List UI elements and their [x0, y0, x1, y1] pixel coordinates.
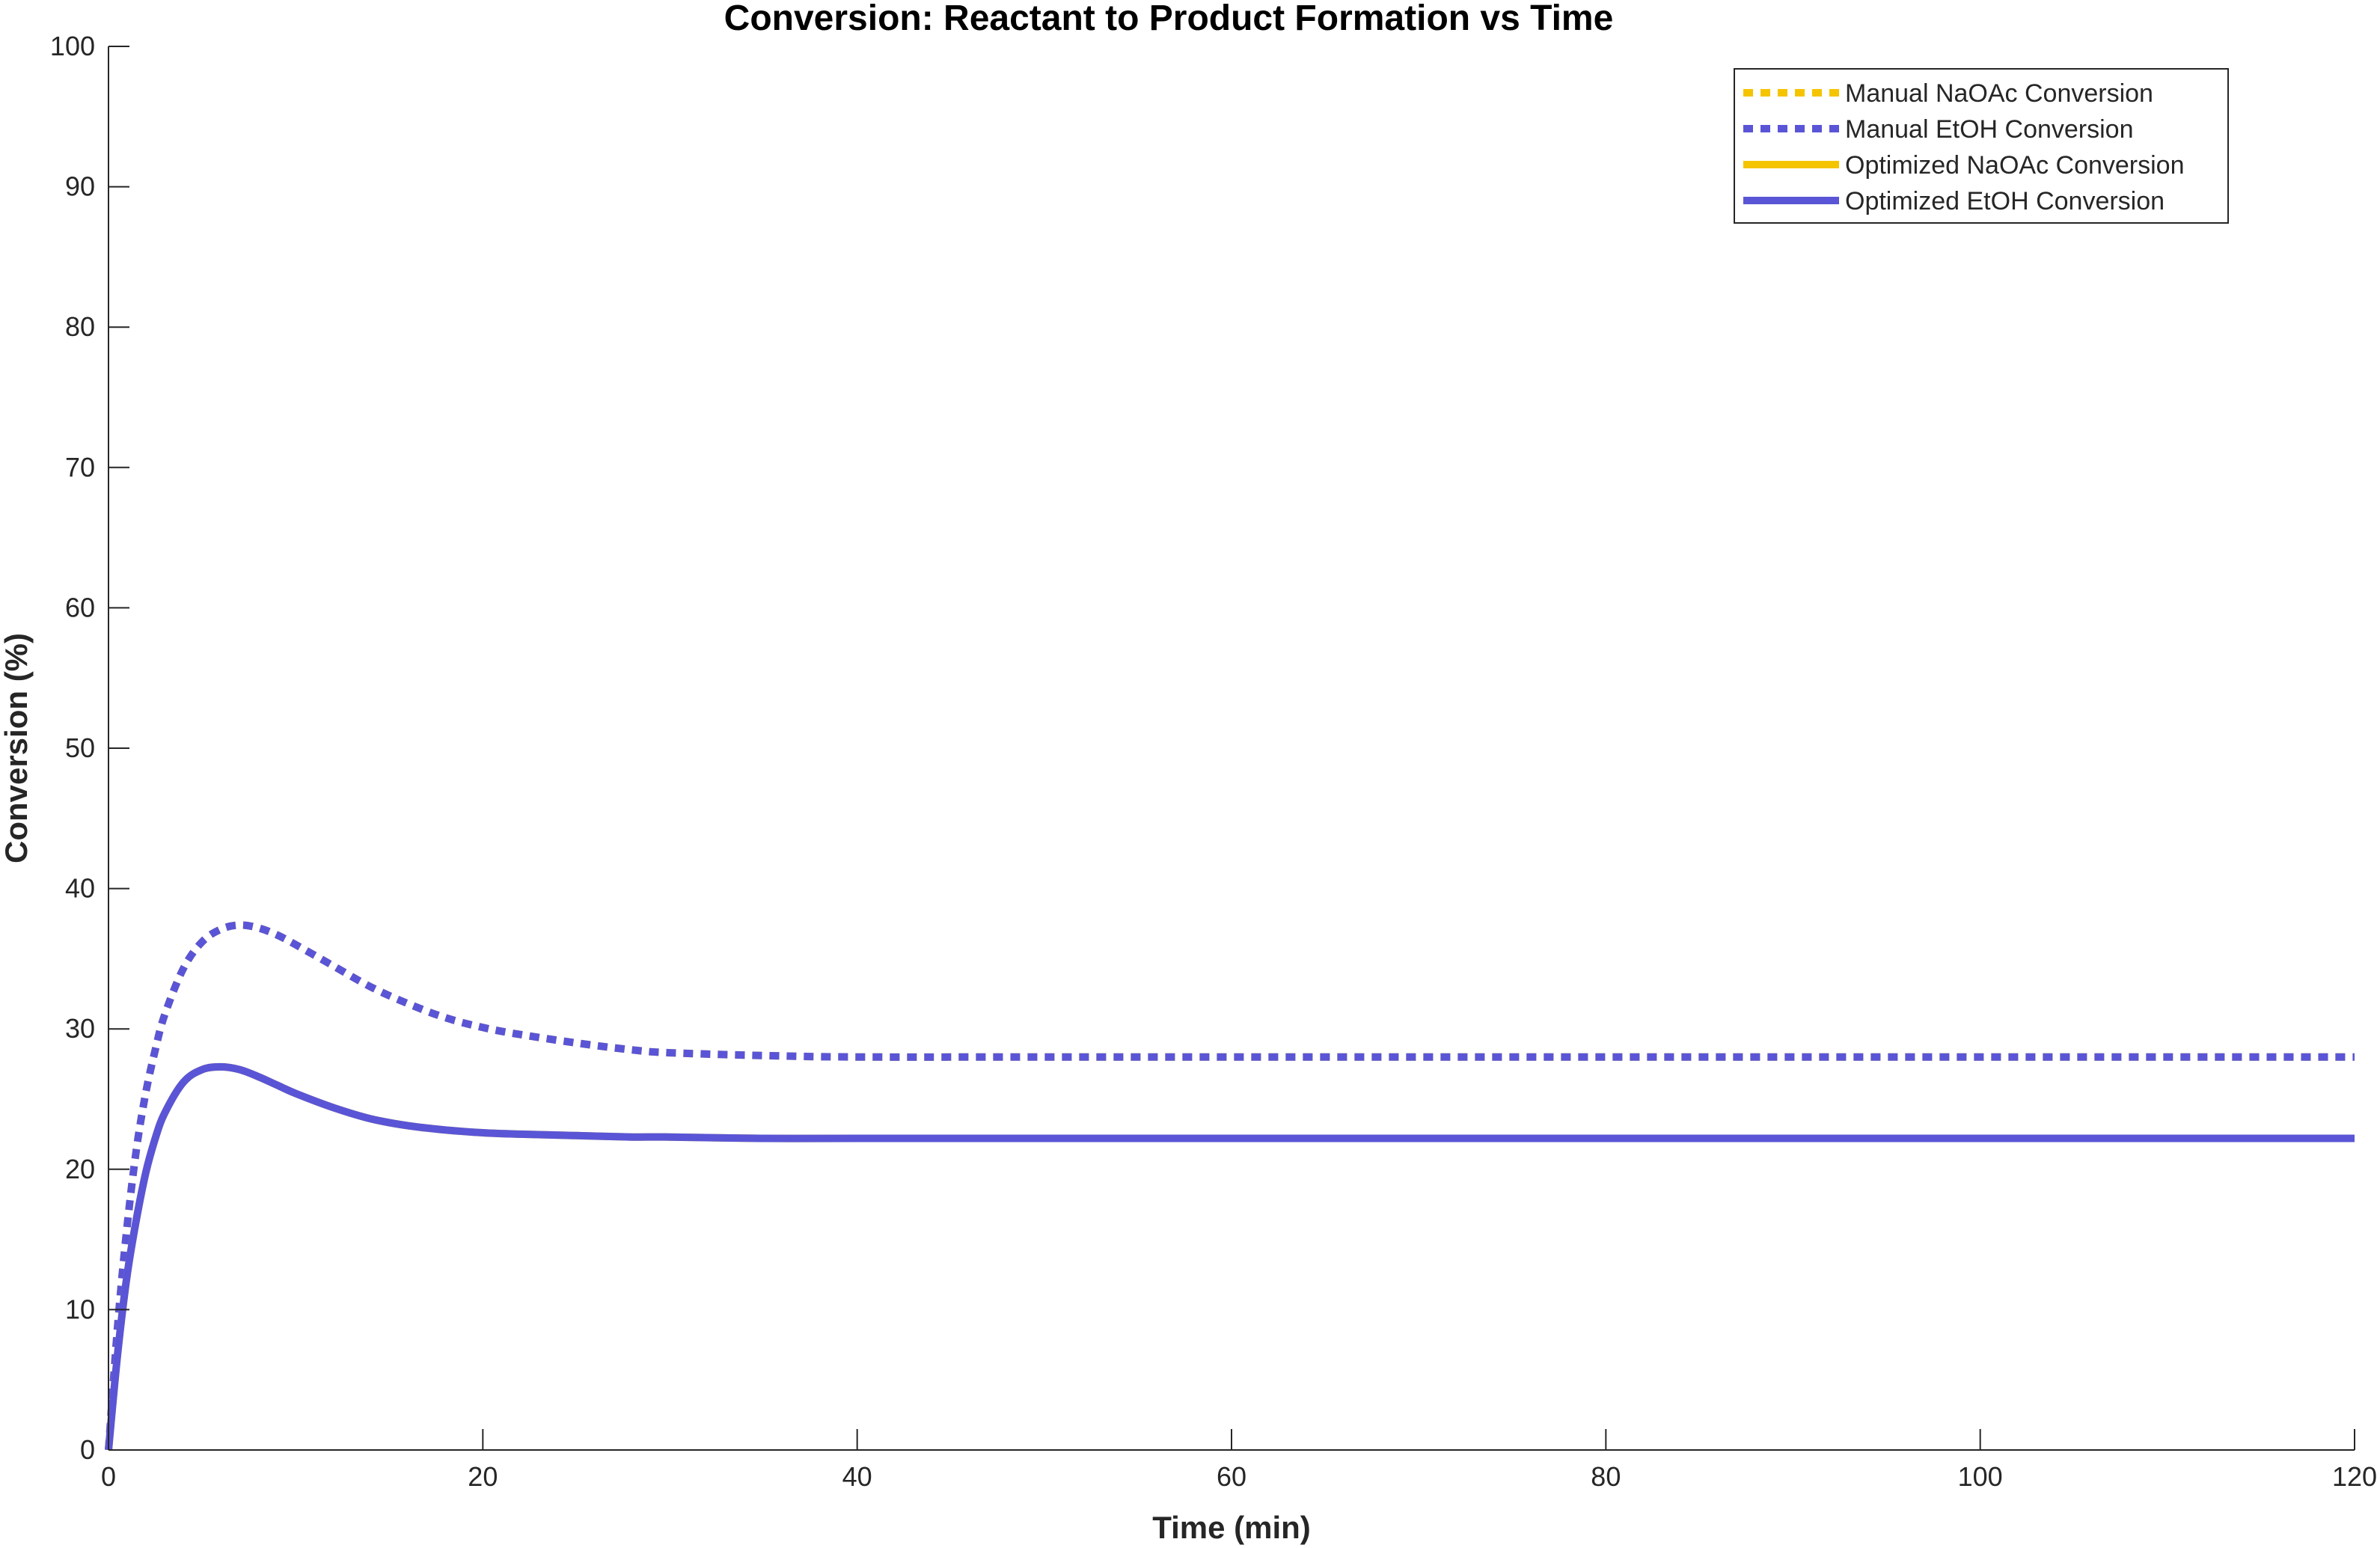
y-axis-label: Conversion (%) [0, 633, 34, 863]
x-tick-label: 80 [1591, 1461, 1621, 1492]
axes [108, 46, 2355, 1451]
y-tick-label: 30 [65, 1013, 95, 1044]
y-tick-label: 80 [65, 311, 95, 342]
series-layer [105, 921, 2355, 1451]
y-tick-label: 40 [65, 873, 95, 904]
x-tick-label: 60 [1217, 1461, 1246, 1492]
x-tick-label: 120 [2332, 1461, 2377, 1492]
series-line-1 [105, 921, 2355, 1451]
y-tick-label: 100 [50, 31, 95, 61]
legend-label-1: Manual EtOH Conversion [1845, 115, 2134, 144]
y-tick-label: 20 [65, 1154, 95, 1184]
y-tick-label: 50 [65, 732, 95, 763]
legend: Manual NaOAc Conversion Manual EtOH Conve… [1734, 68, 2229, 224]
x-axis-label: Time (min) [1152, 1510, 1311, 1545]
y-tick-label: 0 [80, 1434, 95, 1465]
x-tick-label: 40 [842, 1461, 872, 1492]
x-tick-label: 20 [468, 1461, 498, 1492]
series-line-3 [105, 1062, 2355, 1451]
y-ticks: 0 10 20 30 40 50 60 70 80 90 100 [50, 31, 129, 1465]
series-line-0 [105, 921, 2355, 1451]
series-line-2 [105, 1062, 2355, 1451]
legend-items: Manual NaOAc Conversion Manual EtOH Conve… [1743, 79, 2185, 215]
legend-label-3: Optimized EtOH Conversion [1845, 187, 2165, 215]
y-tick-label: 60 [65, 592, 95, 622]
y-tick-label: 10 [65, 1294, 95, 1324]
y-tick-label: 70 [65, 452, 95, 483]
x-tick-label: 100 [1958, 1461, 2003, 1492]
x-tick-label: 0 [101, 1461, 116, 1492]
chart-title: Conversion: Reactant to Product Formatio… [724, 0, 1614, 38]
x-ticks: 0 20 40 60 80 100 120 [101, 1429, 2377, 1492]
legend-label-0: Manual NaOAc Conversion [1845, 79, 2153, 108]
legend-label-2: Optimized NaOAc Conversion [1845, 151, 2185, 180]
y-tick-label: 90 [65, 171, 95, 202]
